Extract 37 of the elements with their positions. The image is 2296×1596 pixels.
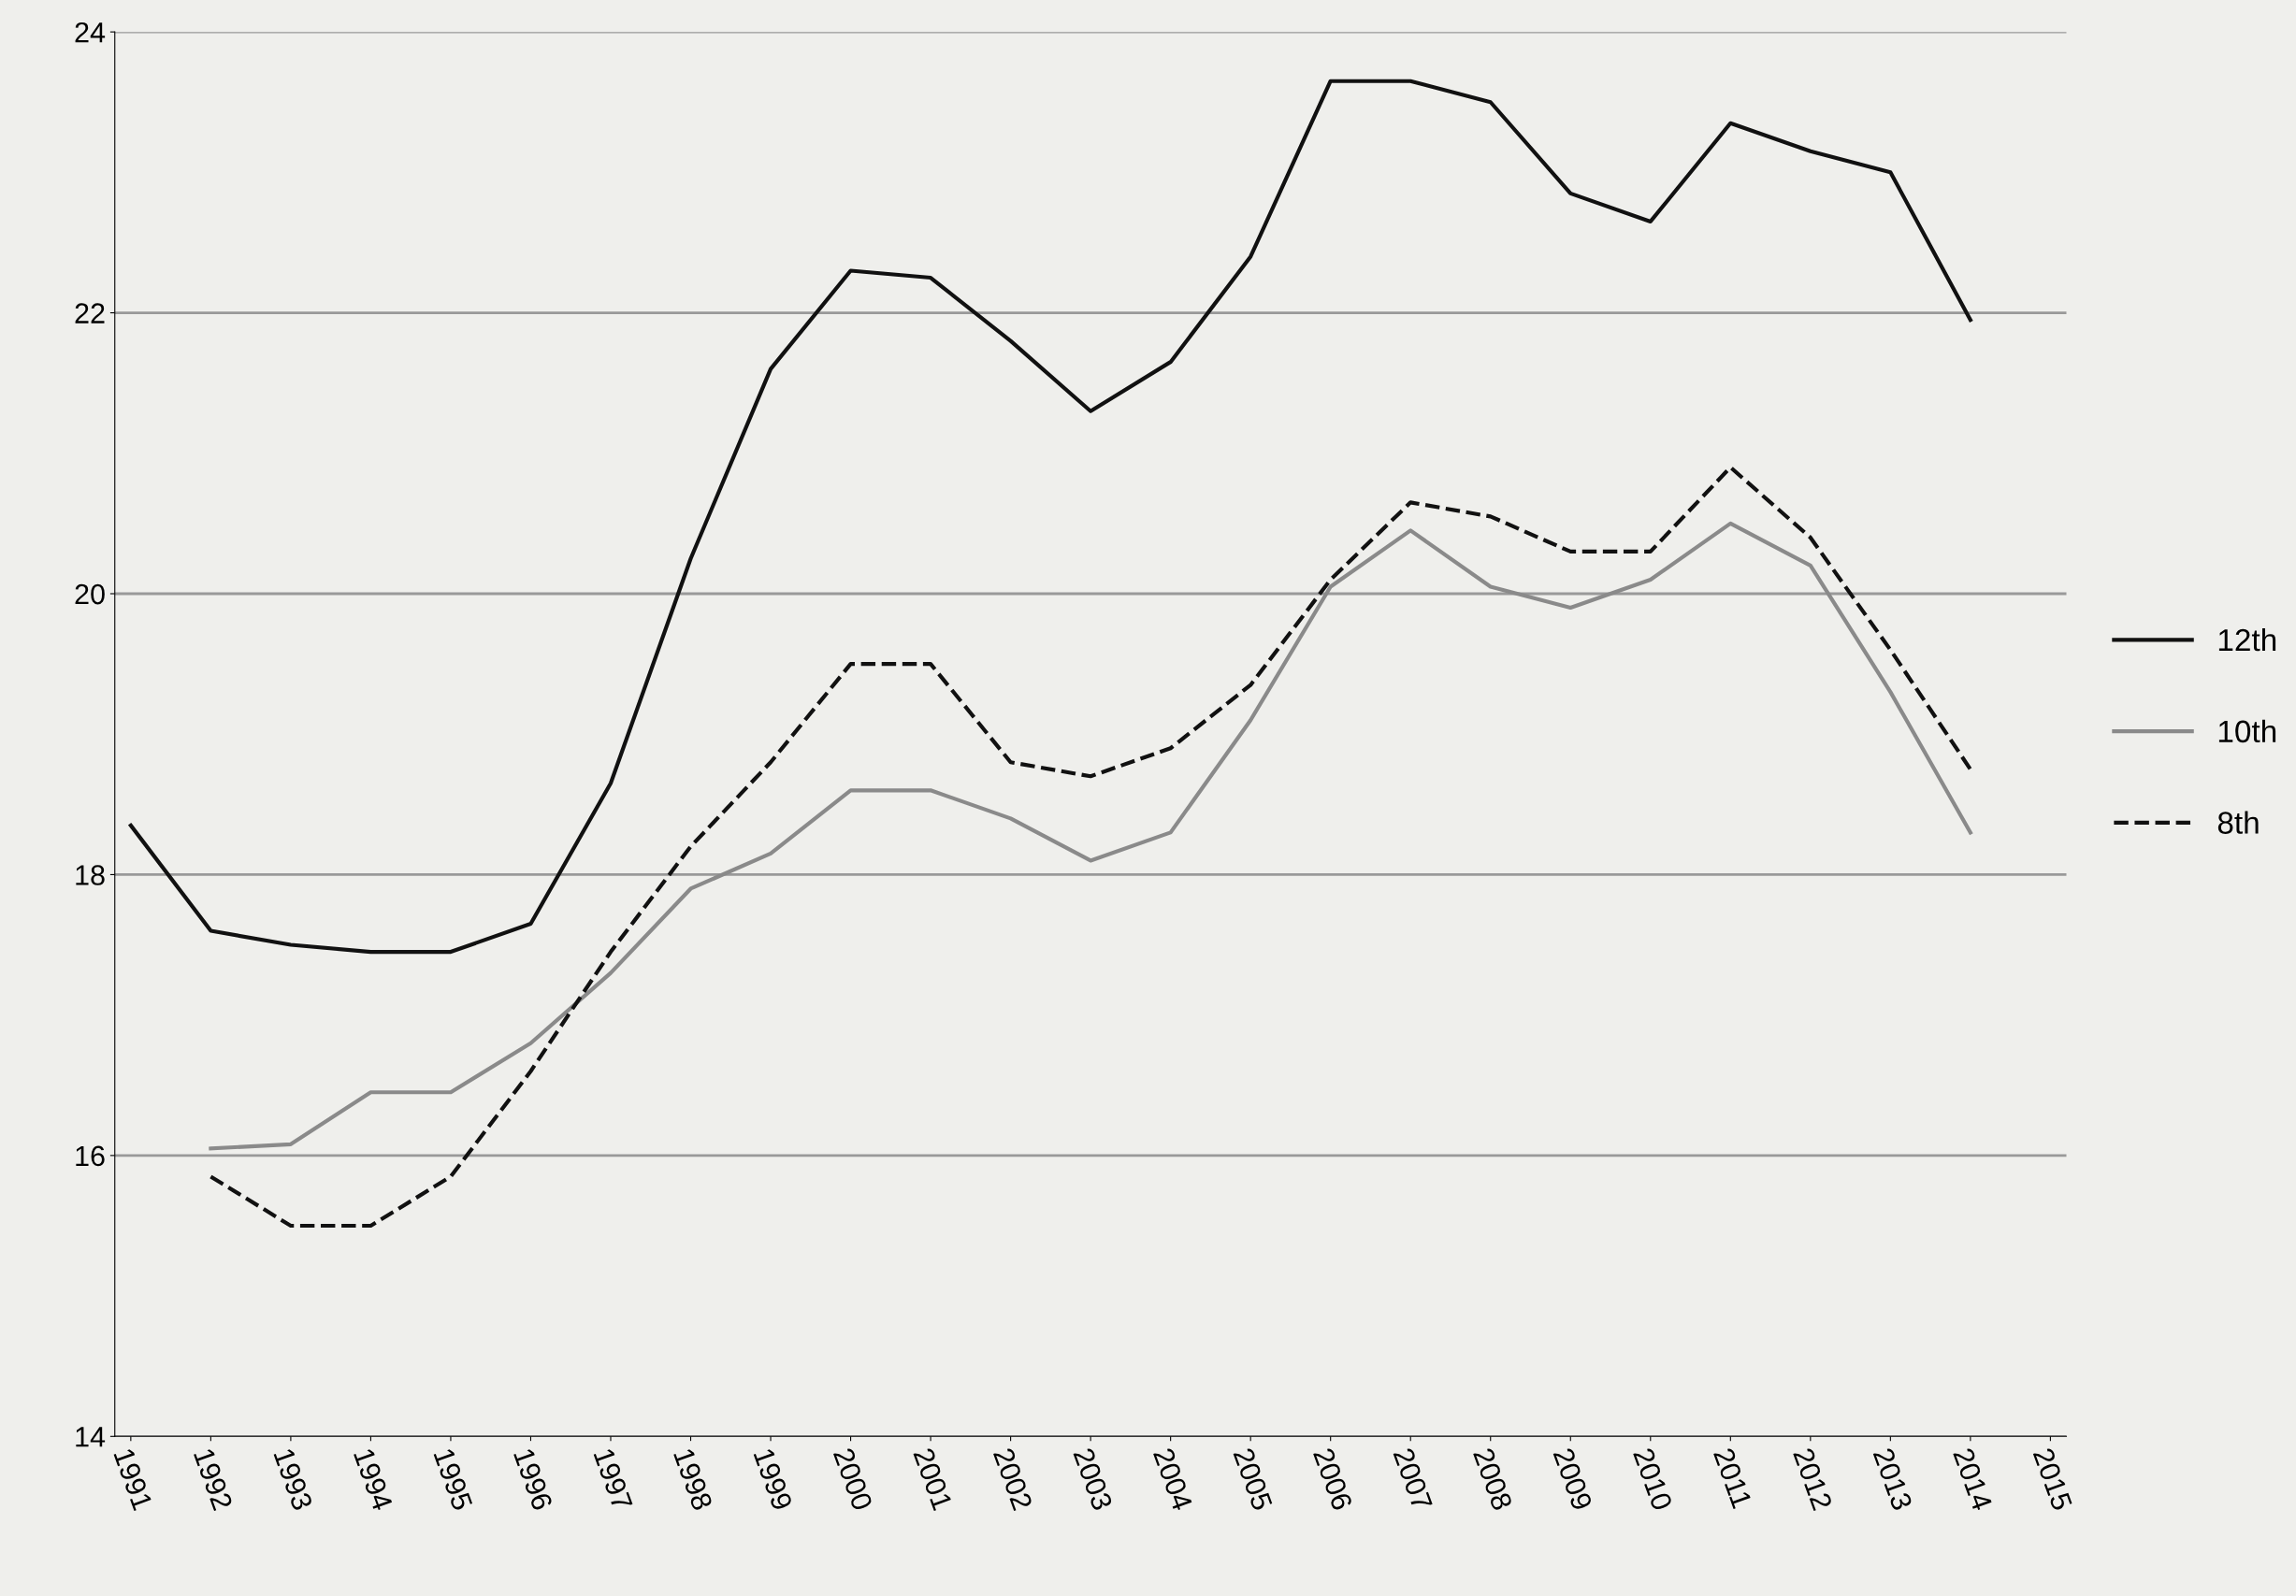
x-tick-label: 2015: [2032, 1446, 2073, 1512]
x-tick-label: 1997: [593, 1447, 633, 1512]
y-tick-label: 16: [76, 1145, 105, 1167]
y-tick-label: 14: [76, 1427, 106, 1447]
x-tick-label: 1991: [113, 1447, 153, 1512]
x-tick-label: 2008: [1472, 1446, 1513, 1512]
x-tick-label: 2013: [1872, 1446, 1913, 1512]
x-tick-label: 2001: [913, 1446, 953, 1512]
x-tick-label: 1998: [672, 1447, 714, 1512]
y-tick-label: 22: [75, 303, 105, 324]
y-tick-label: 20: [75, 583, 105, 605]
y-tick-label: 24: [75, 22, 106, 43]
x-tick-label: 2007: [1393, 1446, 1433, 1512]
legend-label: 10th: [2218, 719, 2276, 743]
x-tick-label: 1992: [193, 1447, 234, 1512]
x-tick-label: 1995: [433, 1447, 473, 1512]
y-tick-label: 18: [76, 865, 105, 885]
x-tick-label: 1999: [753, 1447, 793, 1512]
legend-label: 12th: [2218, 627, 2276, 652]
x-tick-label: 2000: [832, 1446, 874, 1512]
x-tick-label: 2003: [1073, 1446, 1113, 1512]
x-tick-label: 2006: [1312, 1446, 1353, 1512]
x-tick-label: 2004: [1152, 1446, 1193, 1512]
x-tick-label: 2010: [1632, 1446, 1673, 1512]
x-tick-label: 2012: [1793, 1446, 1833, 1512]
line-series: [209, 521, 1972, 1151]
legend-label: 8th: [2217, 811, 2259, 834]
x-tick-label: 2005: [1233, 1446, 1273, 1512]
x-tick-label: 1996: [513, 1447, 554, 1512]
x-tick-label: 2002: [992, 1446, 1033, 1512]
x-tick-label: 2011: [1712, 1446, 1753, 1510]
x-tick-label: 1993: [273, 1447, 313, 1512]
line-series: [209, 465, 1972, 1229]
x-tick-label: 2009: [1552, 1446, 1594, 1512]
x-tick-label: 2014: [1953, 1446, 1993, 1512]
line-series: [128, 79, 1972, 955]
x-tick-label: 1994: [353, 1447, 394, 1512]
